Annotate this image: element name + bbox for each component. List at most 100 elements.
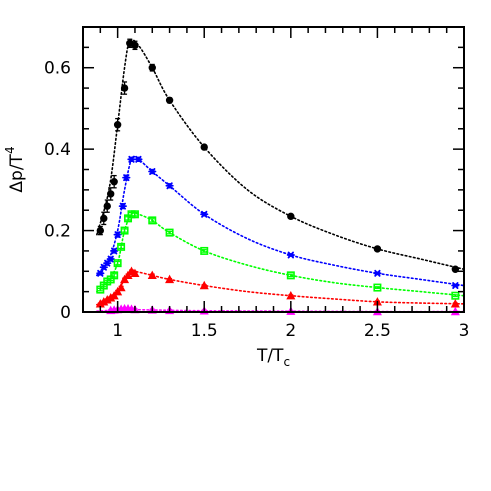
data-point <box>200 246 209 255</box>
series-1-points <box>96 155 460 289</box>
y-tick-label: 0.2 <box>44 222 71 242</box>
data-point-marker-stroke <box>123 174 130 182</box>
data-point <box>110 271 119 280</box>
x-tick-label: 2.5 <box>364 321 391 341</box>
data-point <box>165 228 174 237</box>
data-point <box>200 143 208 151</box>
data-point <box>286 271 295 280</box>
data-point-marker <box>147 270 157 280</box>
data-point-marker <box>148 168 157 175</box>
data-point <box>100 211 108 226</box>
data-point <box>113 231 122 239</box>
data-point <box>451 291 460 300</box>
data-point <box>451 282 460 289</box>
data-point <box>165 182 174 190</box>
data-point <box>286 251 295 259</box>
data-point <box>148 216 157 225</box>
data-point-marker <box>200 143 208 151</box>
data-point-marker <box>117 242 126 251</box>
data-point <box>130 210 139 219</box>
data-point-marker <box>130 268 140 278</box>
data-point-marker <box>131 41 139 50</box>
data-point-marker <box>451 291 460 300</box>
y-tick-label: 0.4 <box>44 140 71 160</box>
y-axis-label-superscript: 4 <box>3 146 17 154</box>
data-point-marker <box>286 290 296 300</box>
data-point-marker-stroke <box>111 247 118 255</box>
data-point-marker <box>134 155 143 163</box>
data-point <box>165 274 175 284</box>
data-point-marker <box>373 283 382 292</box>
data-point-marker <box>103 202 111 210</box>
data-point <box>120 226 129 235</box>
data-point <box>110 174 118 189</box>
data-point-marker <box>200 210 209 218</box>
data-point-marker-stroke <box>107 255 114 263</box>
data-point <box>373 269 382 277</box>
data-point-marker-stroke <box>114 231 121 239</box>
data-point-marker <box>199 280 209 290</box>
data-point <box>96 269 105 277</box>
data-point-marker <box>110 247 119 255</box>
data-point <box>127 155 136 163</box>
data-point-marker <box>109 290 119 300</box>
x-axis-label-main: T/T <box>256 346 284 366</box>
data-point-marker <box>373 269 382 277</box>
data-point <box>134 155 143 163</box>
data-point-marker <box>286 271 295 280</box>
data-point-marker-stroke <box>166 182 173 190</box>
data-point <box>373 245 382 253</box>
data-point <box>451 265 460 273</box>
data-point-marker <box>287 212 295 221</box>
series-0-points <box>96 38 460 273</box>
data-point-marker <box>127 155 136 163</box>
data-point-marker <box>130 210 139 219</box>
data-point-marker <box>148 216 157 225</box>
data-point <box>200 210 209 218</box>
data-point <box>106 255 115 263</box>
data-point-marker <box>96 269 105 277</box>
data-point <box>130 268 140 278</box>
data-point-marker-stroke <box>135 155 142 163</box>
data-point-marker <box>451 265 460 273</box>
x-axis-label: T/Tc <box>256 346 290 369</box>
data-point-marker <box>113 121 122 129</box>
data-point-marker <box>120 274 130 284</box>
y-tick-label: 0 <box>60 303 71 323</box>
data-point-marker <box>116 282 126 292</box>
data-point-marker <box>106 255 115 263</box>
data-point <box>113 117 122 132</box>
data-point <box>131 40 139 51</box>
data-point-marker-stroke <box>452 282 459 289</box>
data-point-marker <box>120 226 129 235</box>
series-0-fit-curve <box>96 38 465 271</box>
data-point <box>199 280 209 290</box>
data-point-marker <box>148 64 156 72</box>
data-point-marker <box>113 231 122 239</box>
x-tick-label: 1 <box>112 321 123 341</box>
data-point-marker <box>118 202 127 210</box>
data-point <box>117 242 126 251</box>
data-point-marker <box>123 270 133 280</box>
data-point <box>287 212 295 221</box>
data-point-marker-stroke <box>149 168 156 175</box>
y-axis-label-main: Δp/T <box>7 153 27 192</box>
x-tick-label: 1.5 <box>191 321 218 341</box>
data-point <box>110 247 119 255</box>
data-point-marker-stroke <box>119 202 126 210</box>
data-point-marker-stroke <box>287 251 294 259</box>
data-point-marker <box>165 274 175 284</box>
y-tick-label: 0.6 <box>44 59 71 79</box>
x-tick-label: 3 <box>459 321 470 341</box>
x-axis-label-subscript: c <box>283 355 290 369</box>
data-point-marker-stroke <box>374 269 381 277</box>
series-3-points <box>95 266 460 308</box>
data-point-marker <box>286 251 295 259</box>
data-point <box>120 81 129 95</box>
y-axis-label: Δp/T4 <box>3 146 27 192</box>
data-point <box>126 266 137 275</box>
data-point-marker <box>120 84 129 92</box>
data-point-marker <box>165 96 174 104</box>
data-point-marker <box>200 246 209 255</box>
